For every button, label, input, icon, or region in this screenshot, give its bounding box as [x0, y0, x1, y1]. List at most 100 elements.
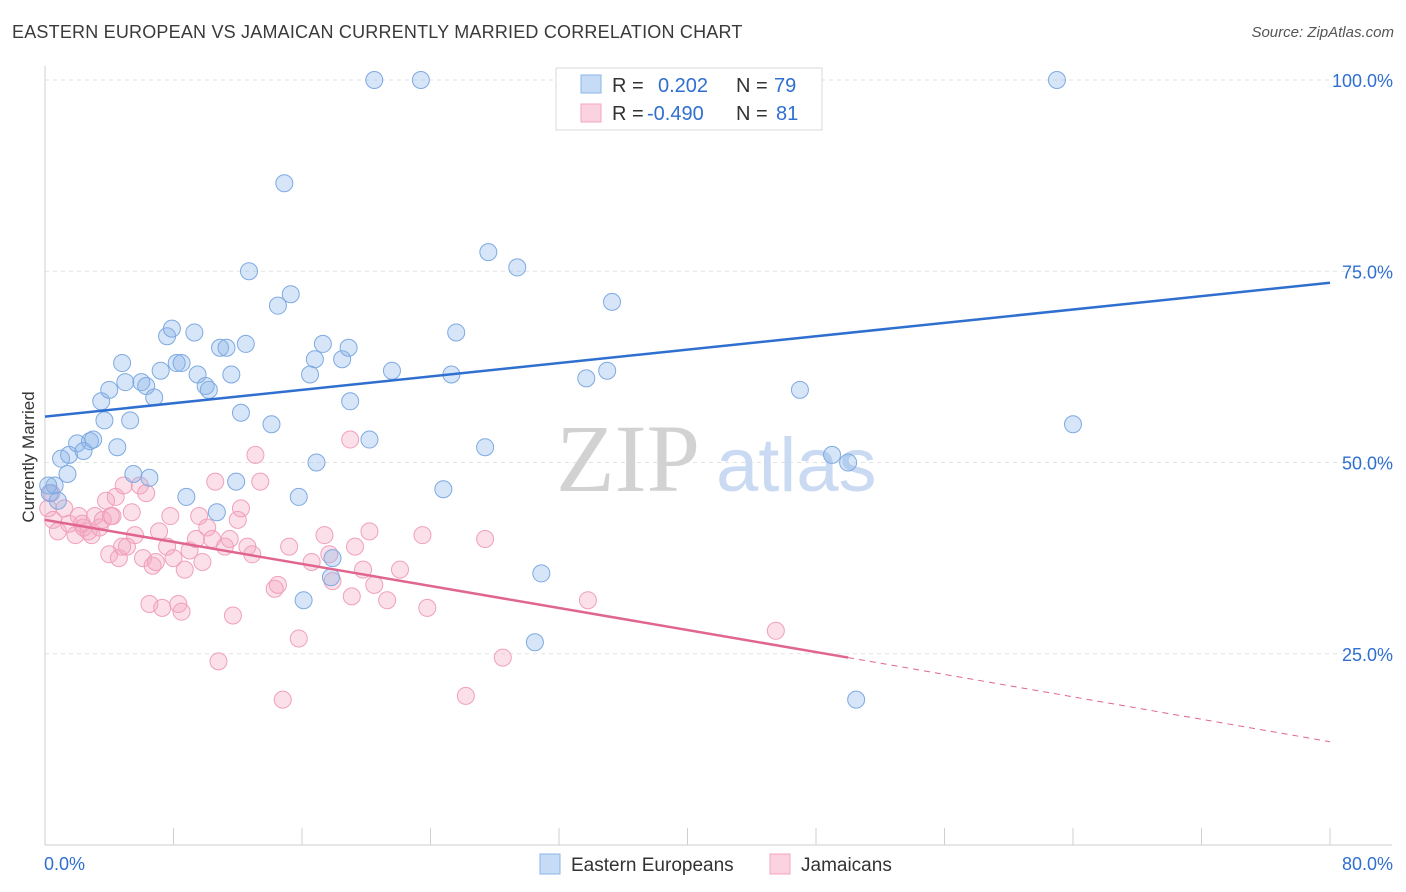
jamaican-point — [39, 499, 58, 518]
eastern-european-point — [532, 564, 551, 583]
eastern-european-point — [839, 453, 858, 472]
jamaican-point — [578, 591, 597, 610]
y-tick-label: 100.0% — [1332, 71, 1393, 91]
jamaican-point — [231, 499, 250, 518]
y-tick-label: 50.0% — [1342, 454, 1393, 474]
stats-legend: R = 0.202 N = 79 R = -0.490 N = 81 — [555, 67, 823, 131]
watermark-atlas: atlas — [716, 423, 877, 508]
jamaican-point — [418, 598, 437, 617]
eastern-european-point — [121, 411, 140, 430]
eastern-european-point — [790, 380, 809, 399]
legend-swatch-eastern — [580, 74, 602, 94]
jamaican-point — [280, 537, 299, 556]
eastern-european-point — [508, 258, 527, 277]
eastern-european-point — [360, 430, 379, 449]
eastern-european-point — [74, 442, 93, 461]
eastern-european-point — [211, 338, 230, 357]
jamaican-point — [193, 552, 212, 571]
eastern-european-point — [577, 369, 596, 388]
eastern-european-point — [177, 487, 196, 506]
eastern-european-point — [239, 262, 258, 281]
y-tick-label: 75.0% — [1342, 262, 1393, 282]
legend-n-label-jamaican: N = — [736, 103, 768, 125]
trend-lines — [44, 281, 1331, 743]
jamaican-point — [246, 445, 265, 464]
legend-n-value-jamaican: 81 — [776, 103, 798, 125]
series-legend: Eastern Europeans Jamaicans — [539, 853, 892, 876]
jamaican-point — [228, 510, 247, 529]
eastern-european-point — [108, 438, 127, 457]
jamaican-point — [72, 514, 91, 533]
series-label-eastern: Eastern Europeans — [571, 855, 734, 876]
jamaican-point — [365, 575, 384, 594]
jamaican-point — [413, 526, 432, 545]
jamaican-point — [209, 652, 228, 671]
jamaican-point — [223, 606, 242, 625]
jamaican-point — [113, 537, 132, 556]
eastern-european-point — [275, 174, 294, 193]
legend-n-label-eastern: N = — [736, 75, 768, 97]
eastern-european-point — [185, 323, 204, 342]
eastern-european-point — [231, 403, 250, 422]
eastern-european-point — [294, 591, 313, 610]
jamaican-point — [456, 686, 475, 705]
jamaican-point — [220, 530, 239, 548]
eastern-european-point — [116, 373, 135, 392]
eastern-european-trend-line — [44, 281, 1331, 418]
eastern-european-point — [301, 365, 320, 384]
eastern-european-point — [289, 487, 308, 506]
eastern-european-point — [411, 71, 430, 89]
jamaican-point — [315, 526, 334, 545]
legend-swatch-jamaican — [580, 103, 602, 123]
eastern-european-point — [476, 438, 495, 457]
jamaican-point — [378, 591, 397, 610]
eastern-european-point — [847, 690, 866, 709]
y-tick-labels: 25.0% 50.0% 75.0% 100.0% — [1332, 71, 1393, 665]
eastern-european-point — [1047, 71, 1066, 89]
eastern-european-point — [151, 361, 170, 380]
eastern-european-point — [217, 338, 236, 357]
eastern-european-point — [207, 503, 226, 522]
eastern-european-point — [199, 380, 218, 399]
jamaican-point — [289, 629, 308, 648]
eastern-european-point — [365, 71, 384, 89]
jamaican-point — [206, 472, 225, 491]
watermark-zip: ZIP — [556, 405, 700, 512]
eastern-european-points — [39, 71, 1082, 709]
jamaican-point — [342, 587, 361, 606]
legend-r-label-jamaican: R = — [612, 103, 644, 125]
source-credit: Source: ZipAtlas.com — [1251, 24, 1394, 41]
eastern-european-point — [162, 319, 181, 338]
jamaican-point — [114, 476, 133, 495]
jamaican-point — [341, 430, 360, 449]
jamaican-trend-line — [44, 518, 849, 659]
eastern-european-point — [434, 480, 453, 499]
eastern-european-point — [95, 411, 114, 430]
jamaican-point — [161, 507, 180, 526]
eastern-european-point — [323, 549, 342, 568]
series-swatch-eastern — [539, 853, 561, 875]
series-label-jamaican: Jamaicans — [801, 855, 892, 876]
eastern-european-point — [321, 568, 340, 587]
watermark: ZIP atlas — [556, 405, 877, 512]
x-tick-label: 0.0% — [44, 854, 85, 874]
jamaican-point — [186, 530, 205, 548]
grid-lines — [45, 79, 1392, 655]
jamaican-point — [251, 472, 270, 491]
y-axis-label: Currently Married — [19, 391, 38, 522]
jamaican-point — [137, 484, 156, 503]
eastern-european-point — [222, 365, 241, 384]
jamaican-point — [390, 560, 409, 579]
eastern-european-point — [281, 285, 300, 304]
jamaican-point — [172, 602, 191, 621]
jamaican-point — [360, 522, 379, 541]
eastern-european-point — [307, 453, 326, 472]
chart-title: EASTERN EUROPEAN VS JAMAICAN CURRENTLY M… — [12, 22, 743, 42]
legend-r-value-jamaican: -0.490 — [647, 103, 704, 125]
jamaican-point — [476, 530, 495, 548]
series-swatch-jamaican — [769, 853, 791, 875]
jamaican-point — [130, 476, 149, 495]
jamaican-point — [493, 648, 512, 667]
eastern-european-point — [447, 323, 466, 342]
